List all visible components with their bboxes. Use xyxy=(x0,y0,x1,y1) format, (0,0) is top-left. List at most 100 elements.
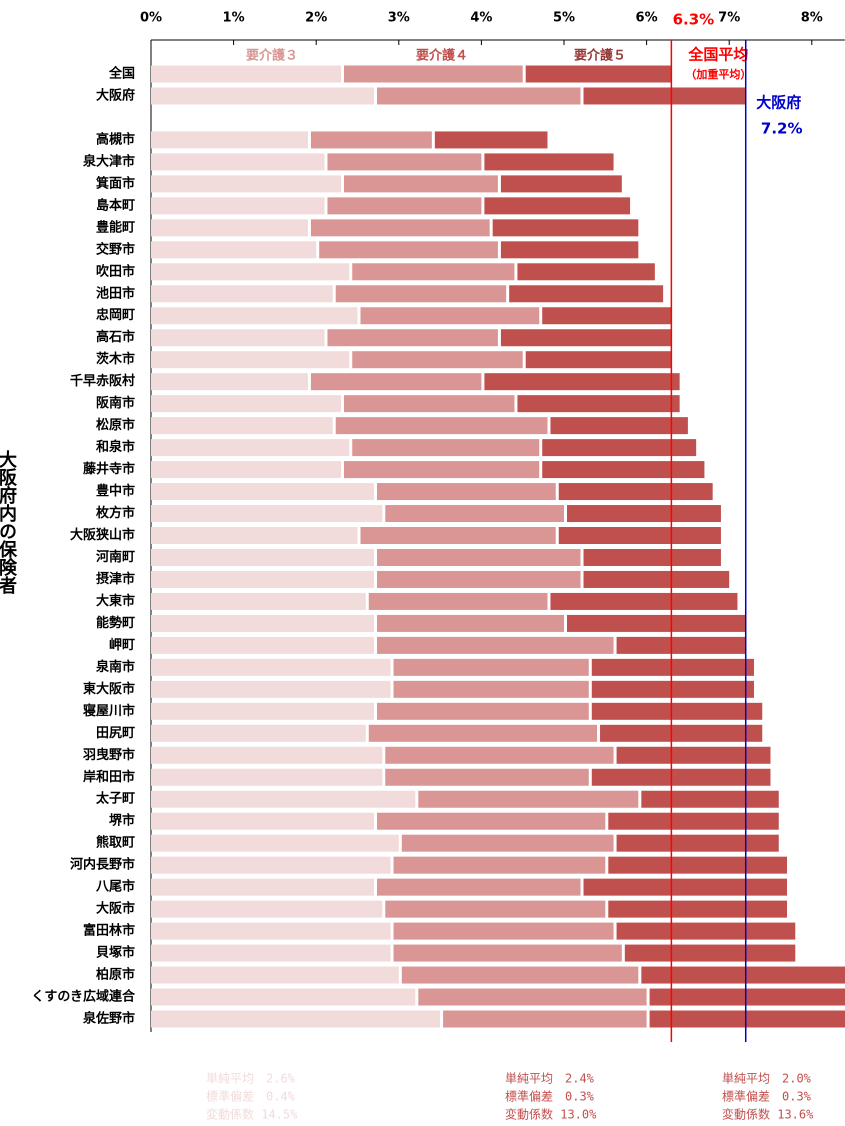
bar-segment xyxy=(385,768,589,786)
bar-segment xyxy=(310,131,432,149)
x-tick-label: 6% xyxy=(636,11,658,26)
y-tick-label: 熊取町 xyxy=(96,835,135,851)
bar-segment xyxy=(591,680,754,698)
y-axis-label: 大阪府内の保険者 xyxy=(0,449,18,595)
y-tick-label: 泉南市 xyxy=(96,659,135,675)
bar-segment xyxy=(327,329,498,347)
bar-segment xyxy=(151,878,375,896)
bar-segment xyxy=(484,373,680,391)
y-tick-label: 大阪市 xyxy=(96,901,135,917)
bar-segment xyxy=(151,834,399,852)
bar-segment xyxy=(377,878,581,896)
bar-segment xyxy=(377,614,564,632)
y-tick-label: 柏原市 xyxy=(96,967,135,983)
y-tick-label: 大東市 xyxy=(96,593,135,609)
bar-segment xyxy=(393,856,606,874)
bar-segment xyxy=(151,724,366,742)
bar-segment xyxy=(509,285,664,303)
y-tick-label: 東大阪市 xyxy=(83,681,135,697)
bar-segment xyxy=(310,219,490,237)
bar-segment xyxy=(310,373,482,391)
stat-text: 標準偏差 0.3% xyxy=(722,1089,812,1104)
bar-segment xyxy=(151,812,375,830)
bar-segment xyxy=(542,439,697,457)
bar-segment xyxy=(377,87,581,105)
bar-segment xyxy=(401,966,639,984)
bar-segment xyxy=(319,241,498,259)
bar-segment xyxy=(500,175,622,193)
bar-segment xyxy=(641,790,779,808)
bar-segment xyxy=(492,219,639,237)
y-tick-label: 岸和田市 xyxy=(83,769,135,785)
bar-segment xyxy=(583,570,730,588)
y-tick-label: 貝塚市 xyxy=(96,945,135,961)
stat-text: 標準偏差 0.3% xyxy=(505,1089,595,1104)
y-tick-label: 茨木市 xyxy=(96,351,135,367)
y-tick-label: 高石市 xyxy=(96,329,135,345)
y-tick-label: 岬町 xyxy=(109,638,135,653)
reference-value: 7.2% xyxy=(761,120,803,138)
y-tick-label: 豊能町 xyxy=(96,219,135,235)
bar-segment xyxy=(616,746,771,764)
bar-segment xyxy=(377,570,581,588)
y-tick-label: 忠岡町 xyxy=(96,307,135,323)
y-tick-label: 河内長野市 xyxy=(70,857,135,873)
bar-segment xyxy=(608,900,788,918)
x-tick-label: 5% xyxy=(553,11,575,26)
bar-segment xyxy=(525,351,672,369)
bar-segment xyxy=(500,329,672,347)
legend-label: 要介護３ xyxy=(246,48,298,64)
bar-segment xyxy=(151,592,366,610)
bar-segment xyxy=(377,636,614,654)
y-tick-label: 寝屋川市 xyxy=(83,703,135,719)
bar-segment xyxy=(484,197,631,215)
bar-segment xyxy=(343,461,540,479)
bar-segment xyxy=(352,263,515,281)
bar-segment xyxy=(385,746,614,764)
y-tick-label: 太子町 xyxy=(95,791,135,807)
bar-segment xyxy=(335,285,507,303)
bar-segment xyxy=(608,856,788,874)
y-tick-label: 大阪狭山市 xyxy=(70,527,135,543)
reference-name: 全国平均 xyxy=(687,46,748,64)
x-tick-label: 4% xyxy=(470,11,492,26)
bar-segment xyxy=(151,966,399,984)
bar-segment xyxy=(608,812,779,830)
bar-segment xyxy=(360,527,556,545)
reference-value: 6.3% xyxy=(673,11,715,29)
bar-segment xyxy=(641,966,845,984)
bar-segment xyxy=(591,702,763,720)
legend-label: 要介護５ xyxy=(574,48,626,64)
bar-segment xyxy=(377,702,589,720)
x-tick-label: 0% xyxy=(140,11,162,26)
bar-segment xyxy=(151,702,375,720)
y-tick-label: 大阪府 xyxy=(96,87,135,103)
x-tick-label: 8% xyxy=(801,11,823,26)
bar-segment xyxy=(517,263,655,281)
bar-segment xyxy=(151,285,333,303)
bar-segment xyxy=(393,944,622,962)
bar-segment xyxy=(352,351,523,369)
bar-segment xyxy=(649,1010,845,1028)
bar-segment xyxy=(151,922,391,940)
bar-segment xyxy=(151,790,416,808)
y-tick-label: 松原市 xyxy=(96,417,135,433)
bar-segment xyxy=(151,636,375,654)
bar-segment xyxy=(151,548,375,566)
bar-segment xyxy=(151,65,341,83)
bar-segment xyxy=(484,153,614,171)
bar-segment xyxy=(151,417,333,435)
bar-segment xyxy=(393,680,589,698)
bar-segment xyxy=(151,988,416,1006)
bar-segment xyxy=(418,790,639,808)
bar-segment xyxy=(151,680,391,698)
bar-segment xyxy=(583,87,746,105)
y-tick-label: 泉大津市 xyxy=(83,153,135,169)
bar-segment xyxy=(624,944,796,962)
bar-segment xyxy=(583,878,788,896)
bar-segment xyxy=(567,614,746,632)
bar-segment xyxy=(151,175,341,193)
y-tick-label: 能勢町 xyxy=(96,615,135,631)
bar-segment xyxy=(616,636,746,654)
y-tick-label: 島本町 xyxy=(96,197,135,213)
